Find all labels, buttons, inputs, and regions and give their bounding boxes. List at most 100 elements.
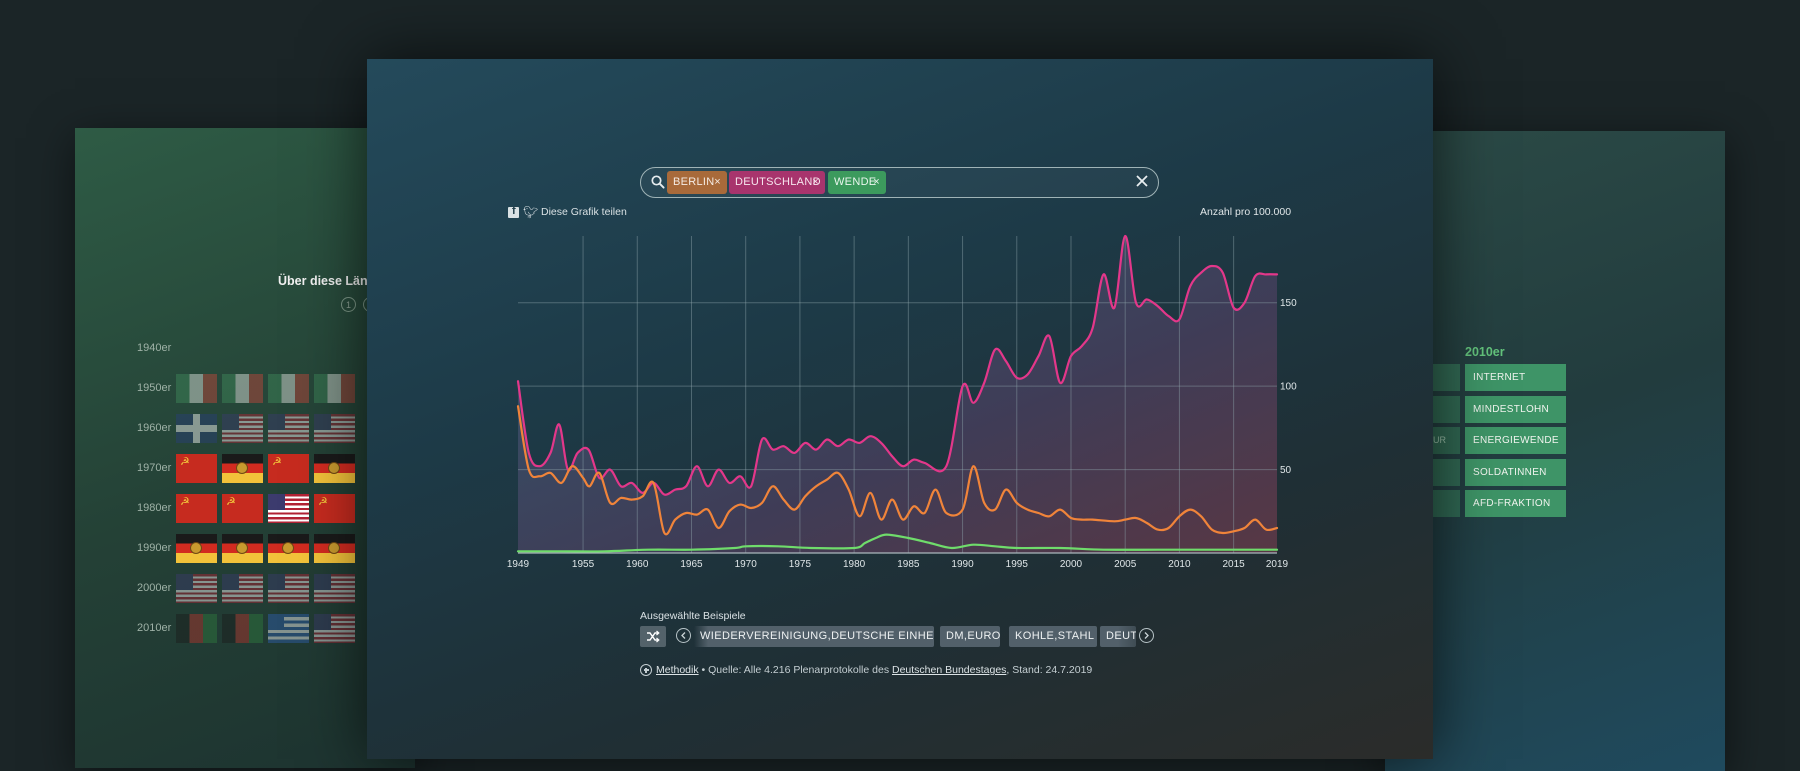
x-tick-label: 1990 bbox=[951, 559, 974, 570]
x-tick-label: 1949 bbox=[507, 559, 530, 570]
usa-flag[interactable] bbox=[268, 414, 309, 443]
chevron-right-icon bbox=[1144, 632, 1149, 639]
term-button-partial[interactable] bbox=[1428, 364, 1460, 391]
decade-label: 2010er bbox=[137, 622, 172, 634]
chip-berlin-remove-icon[interactable]: × bbox=[714, 176, 721, 188]
chevron-left-icon bbox=[681, 632, 686, 639]
twitter-icon[interactable]: 🐦︎ bbox=[523, 205, 539, 219]
decade-label: 1960er bbox=[137, 422, 172, 434]
chip-deutschland-remove-icon[interactable]: × bbox=[812, 176, 819, 188]
x-tick-label: 1985 bbox=[897, 559, 920, 570]
y-tick-label: 100 bbox=[1280, 382, 1297, 393]
term-button[interactable]: MINDESTLOHN bbox=[1465, 395, 1566, 423]
term-button-partial[interactable] bbox=[1428, 490, 1460, 517]
chip-wende-remove-icon[interactable]: × bbox=[873, 176, 880, 188]
term-button[interactable]: ENERGIEWENDE bbox=[1465, 427, 1566, 454]
chip-deutschland[interactable]: DEUTSCHLAND × bbox=[729, 171, 825, 194]
footer-source: Methodik • Quelle: Alle 4.216 Plenarprot… bbox=[656, 664, 1092, 676]
usa-flag[interactable] bbox=[314, 574, 355, 603]
usa-flag[interactable] bbox=[268, 494, 309, 523]
examples-next-button[interactable] bbox=[1139, 628, 1154, 643]
examples-label: Ausgewählte Beispiele bbox=[640, 610, 746, 622]
ussr-flag[interactable] bbox=[176, 494, 217, 523]
decade-label: 1970er bbox=[137, 462, 172, 474]
example-dm-euro[interactable]: DM,EURO bbox=[940, 626, 1000, 647]
chart-area-fill bbox=[518, 235, 1277, 554]
x-tick-label: 1995 bbox=[1006, 559, 1029, 570]
chip-deutschland-label: DEUTSCHLAND bbox=[735, 176, 821, 188]
left-card-page-1[interactable]: 1 bbox=[341, 297, 356, 312]
series-line-deutschland bbox=[516, 234, 1279, 496]
usa-flag[interactable] bbox=[176, 574, 217, 603]
usa-flag[interactable] bbox=[222, 414, 263, 443]
x-tick-label: 1970 bbox=[735, 559, 758, 570]
decade-label: 2000er bbox=[137, 582, 172, 594]
gdr-flag[interactable] bbox=[176, 534, 217, 563]
term-button-partial[interactable] bbox=[1428, 395, 1460, 423]
ussr-flag[interactable] bbox=[176, 454, 217, 483]
term-button-partial[interactable] bbox=[1428, 427, 1460, 454]
x-tick-label: 2015 bbox=[1223, 559, 1246, 570]
x-tick-label: 1975 bbox=[789, 559, 812, 570]
chip-wende[interactable]: WENDE × bbox=[828, 171, 886, 194]
shuffle-button[interactable] bbox=[640, 626, 666, 647]
example-kohle-stahl[interactable]: KOHLE,STAHL bbox=[1009, 626, 1097, 647]
usa-flag[interactable] bbox=[314, 614, 355, 643]
methodik-link[interactable]: Methodik bbox=[656, 664, 699, 676]
ussr-flag[interactable] bbox=[268, 454, 309, 483]
term-button[interactable]: AFD-FRAKTION bbox=[1465, 490, 1566, 517]
methodik-plus-icon[interactable] bbox=[640, 664, 652, 676]
facebook-icon[interactable] bbox=[508, 205, 519, 218]
x-tick-label: 2005 bbox=[1114, 559, 1137, 570]
term-button-partial[interactable] bbox=[1428, 458, 1460, 486]
ussr-flag[interactable] bbox=[314, 494, 355, 523]
clear-search-icon[interactable] bbox=[1134, 173, 1150, 189]
decade-label: 1990er bbox=[137, 542, 172, 554]
gdr-flag[interactable] bbox=[222, 534, 263, 563]
series-line-berlin bbox=[516, 405, 1279, 536]
italy-flag[interactable] bbox=[268, 374, 309, 403]
term-button[interactable]: INTERNET bbox=[1465, 364, 1566, 391]
chip-wende-label: WENDE bbox=[834, 176, 877, 188]
uk-flag[interactable] bbox=[176, 414, 217, 443]
series-line-wende bbox=[516, 533, 1279, 553]
source-prefix: • Quelle: Alle 4.216 Plenarprotokolle de… bbox=[698, 664, 892, 676]
share-label[interactable]: Diese Grafik teilen bbox=[541, 206, 627, 218]
gdr-flag[interactable] bbox=[268, 534, 309, 563]
usa-flag[interactable] bbox=[268, 574, 309, 603]
x-tick-label: 2000 bbox=[1060, 559, 1083, 570]
x-tick-label: 1960 bbox=[626, 559, 649, 570]
shuffle-icon bbox=[647, 630, 660, 643]
bundestag-link[interactable]: Deutschen Bundestages bbox=[892, 664, 1007, 676]
line-chart: 1949 1955 1960 1965 1970 1975 1980 1985 1990 1995… bbox=[507, 234, 1297, 570]
afghanistan-flag[interactable] bbox=[176, 614, 217, 643]
x-tick-label: 2019 bbox=[1266, 559, 1289, 570]
afghanistan-flag[interactable] bbox=[222, 614, 263, 643]
gdr-flag[interactable] bbox=[222, 454, 263, 483]
greece-flag[interactable] bbox=[268, 614, 309, 643]
usa-flag[interactable] bbox=[314, 414, 355, 443]
italy-flag[interactable] bbox=[222, 374, 263, 403]
gdr-flag[interactable] bbox=[314, 534, 355, 563]
usa-flag[interactable] bbox=[222, 574, 263, 603]
gdr-flag[interactable] bbox=[314, 454, 355, 483]
chip-berlin[interactable]: BERLIN × bbox=[667, 171, 727, 194]
example-deut[interactable]: DEUT bbox=[1100, 626, 1136, 647]
examples-prev-button[interactable] bbox=[676, 628, 691, 643]
italy-flag[interactable] bbox=[176, 374, 217, 403]
x-tick-label: 1965 bbox=[680, 559, 703, 570]
italy-flag[interactable] bbox=[314, 374, 355, 403]
example-wiedervereinigung[interactable]: WIEDERVEREINIGUNG,DEUTSCHE EINHEIT bbox=[694, 626, 934, 647]
y-tick-label: 50 bbox=[1280, 465, 1292, 476]
source-suffix: , Stand: 24.7.2019 bbox=[1006, 664, 1093, 676]
right-card-heading: 2010er bbox=[1465, 345, 1505, 359]
x-tick-label: 1955 bbox=[572, 559, 595, 570]
search-icon bbox=[651, 175, 665, 189]
chart-unit-label: Anzahl pro 100.000 bbox=[1200, 206, 1292, 218]
decade-label: 1950er bbox=[137, 382, 172, 394]
term-button[interactable]: SOLDATINNEN bbox=[1465, 458, 1566, 486]
search-bar[interactable]: BERLIN × DEUTSCHLAND × WENDE × bbox=[640, 167, 1159, 198]
ussr-flag[interactable] bbox=[222, 494, 263, 523]
term-button-partial-label: UR bbox=[1433, 435, 1446, 445]
decade-label: 1980er bbox=[137, 502, 172, 514]
